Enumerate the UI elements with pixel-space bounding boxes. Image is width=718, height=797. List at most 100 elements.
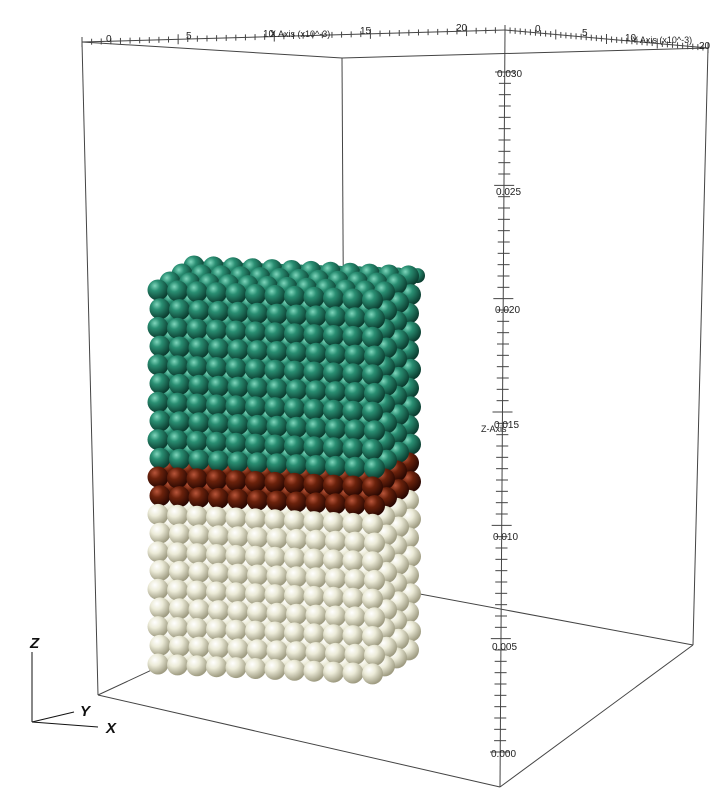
cream-sphere — [284, 510, 305, 532]
green-sphere — [364, 308, 385, 330]
cream-sphere — [147, 578, 169, 600]
box-edge — [81, 41, 99, 696]
cream-sphere — [188, 561, 210, 583]
cream-sphere — [186, 543, 208, 565]
green-sphere — [186, 430, 208, 452]
green-sphere — [186, 393, 208, 415]
cream-sphere — [323, 586, 344, 608]
cream-sphere — [169, 635, 190, 657]
x-tick-label: 15 — [360, 26, 372, 37]
cream-sphere — [364, 607, 385, 629]
green-sphere — [188, 374, 210, 396]
cream-sphere — [206, 618, 227, 640]
green-sphere — [342, 325, 364, 347]
brown-sphere — [167, 467, 188, 489]
green-sphere — [208, 450, 229, 472]
green-sphere — [147, 279, 169, 301]
brown-sphere — [169, 486, 190, 508]
brown-sphere — [245, 471, 266, 492]
cream-sphere — [286, 603, 307, 625]
cream-sphere — [342, 587, 364, 609]
cream-sphere — [264, 658, 286, 680]
green-sphere — [245, 284, 266, 305]
x-tick-label: 20 — [456, 23, 468, 34]
cream-sphere — [286, 641, 307, 663]
green-sphere — [305, 305, 327, 327]
z-tick-label: 0.000 — [491, 749, 516, 760]
green-sphere — [247, 377, 268, 399]
cream-sphere — [305, 642, 327, 663]
green-sphere — [206, 394, 227, 416]
cream-sphere — [247, 527, 268, 549]
z-axis-labels: 0.030 0.025 0.020 0.015 0.010 0.005 0.00… — [481, 69, 522, 760]
green-sphere — [225, 357, 247, 379]
x-axis-ticks — [81, 26, 506, 47]
green-sphere — [325, 455, 346, 477]
cream-sphere — [169, 598, 190, 620]
green-sphere — [167, 355, 188, 377]
cream-sphere — [286, 528, 307, 550]
cream-sphere — [303, 585, 325, 607]
green-sphere — [149, 335, 171, 357]
x-tick-label: 10 — [263, 29, 275, 40]
green-sphere — [362, 289, 383, 311]
green-sphere — [342, 438, 364, 460]
cream-sphere — [264, 621, 286, 643]
cream-sphere — [286, 566, 307, 588]
green-sphere — [323, 325, 344, 346]
cream-sphere — [227, 563, 249, 585]
green-sphere — [286, 416, 307, 438]
green-sphere — [169, 411, 190, 433]
cream-sphere — [208, 600, 229, 622]
cream-sphere — [323, 624, 344, 646]
cream-sphere — [167, 654, 188, 676]
z-tick-label: 0.025 — [496, 187, 521, 198]
brown-sphere — [325, 493, 346, 515]
green-sphere — [364, 420, 385, 442]
brown-sphere — [208, 487, 229, 509]
brown-sphere — [362, 476, 383, 498]
cream-sphere — [325, 642, 346, 664]
green-sphere — [342, 288, 364, 310]
green-sphere — [362, 439, 383, 460]
cream-sphere — [227, 526, 249, 548]
cream-sphere — [303, 548, 325, 570]
box-edge — [692, 47, 709, 646]
green-sphere — [149, 410, 171, 432]
green-sphere — [169, 373, 190, 395]
green-sphere — [342, 400, 364, 422]
cream-sphere — [264, 584, 286, 606]
brown-sphere — [364, 495, 385, 517]
green-sphere — [208, 300, 229, 322]
z-tick-label: 0.020 — [495, 305, 520, 316]
y-tick-label: 10 — [625, 33, 637, 44]
x-tick-label: 0 — [106, 34, 112, 45]
green-sphere — [284, 323, 305, 345]
triad-y-label: Y — [80, 703, 92, 720]
brown-sphere — [303, 473, 325, 495]
brown-sphere — [323, 474, 344, 496]
cream-sphere — [247, 564, 268, 586]
cream-sphere — [206, 544, 227, 565]
green-sphere — [344, 307, 366, 329]
green-sphere — [227, 414, 249, 435]
green-sphere — [286, 304, 307, 326]
cream-sphere — [206, 506, 227, 528]
cream-sphere — [284, 622, 305, 644]
green-sphere — [284, 398, 305, 419]
cream-sphere — [323, 512, 344, 533]
cream-sphere — [208, 562, 229, 584]
green-sphere — [303, 436, 325, 458]
brown-sphere — [264, 471, 286, 493]
triad-z-label: Z — [29, 635, 40, 652]
green-sphere — [364, 382, 385, 404]
green-sphere — [284, 435, 305, 457]
z-axis-title: Z-Axis — [481, 424, 507, 434]
cream-sphere — [266, 528, 288, 549]
green-sphere — [323, 362, 344, 384]
x-tick-label: 5 — [186, 31, 192, 42]
cream-sphere — [364, 532, 385, 554]
green-sphere — [266, 341, 288, 362]
z-tick-label: 0.030 — [497, 69, 522, 80]
